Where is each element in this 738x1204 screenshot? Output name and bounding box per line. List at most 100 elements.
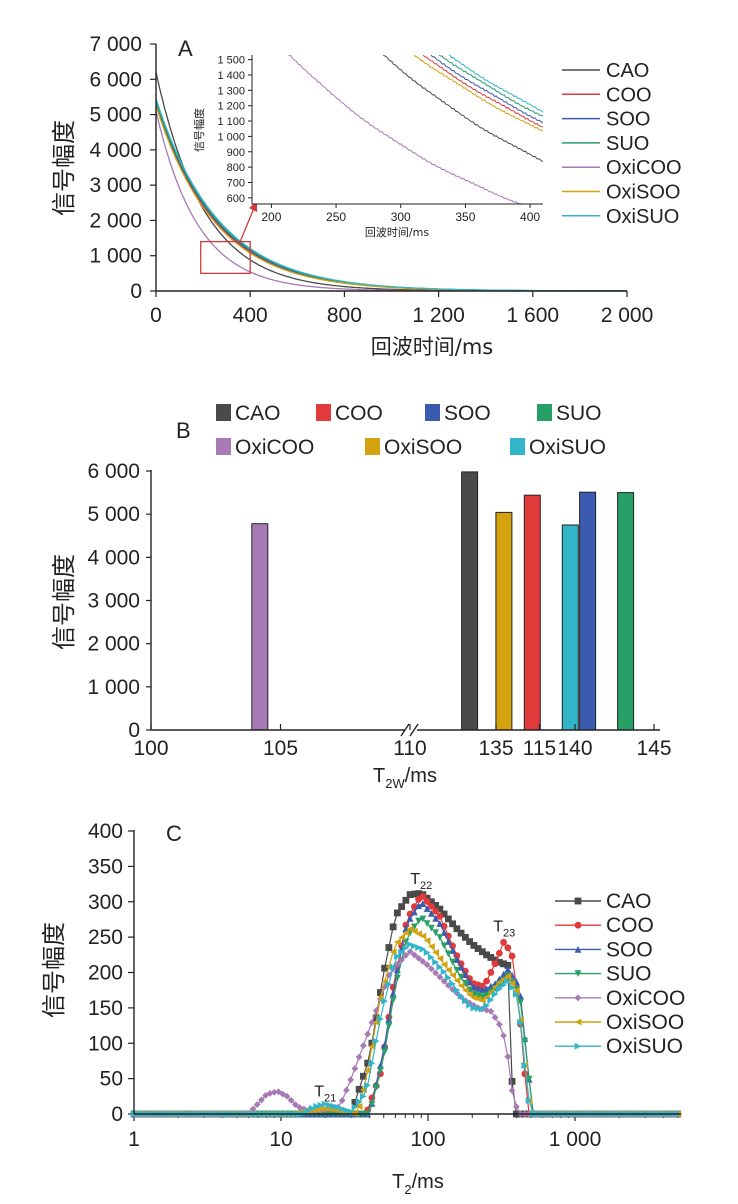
c-marker — [436, 920, 444, 927]
c-marker — [487, 1007, 495, 1015]
b-x-tick-label: 105 — [263, 737, 298, 760]
inset-y-tick-label: 600 — [227, 193, 245, 205]
inset-background — [251, 60, 543, 204]
c-marker — [457, 929, 465, 937]
inset-curve-oxisoo — [413, 55, 543, 132]
c-marker — [427, 910, 435, 917]
inset-curve-soo — [430, 55, 543, 124]
c-marker — [453, 977, 461, 984]
c-marker — [423, 898, 431, 905]
legend-c-label: COO — [606, 914, 654, 937]
c-marker — [385, 1015, 393, 1023]
b-y-tick-label: 4 000 — [87, 546, 140, 569]
c-marker — [508, 1087, 516, 1094]
legend-b-oxisoo: OxiSOO — [365, 436, 462, 459]
legend-a-cao: CAO — [562, 60, 649, 82]
legend-c-oxisuo: OxiSUO — [555, 1035, 683, 1058]
c-marker — [440, 929, 448, 936]
c-marker — [508, 952, 516, 960]
legend-c-label: SOO — [606, 938, 653, 961]
c-series-oxisuo — [130, 940, 682, 1118]
c-marker — [504, 972, 512, 980]
c-marker — [427, 902, 435, 910]
c-marker — [432, 929, 440, 937]
c-marker — [398, 956, 406, 964]
c-marker — [461, 980, 469, 987]
legend-c-label: OxiCOO — [606, 987, 685, 1010]
inset-curve-suo — [438, 55, 543, 117]
c-marker — [478, 948, 486, 956]
c-marker — [359, 1092, 367, 1100]
c-marker — [466, 1001, 473, 1009]
c-marker — [466, 978, 473, 986]
c-marker — [423, 905, 431, 912]
c-marker — [500, 960, 507, 968]
c-marker — [381, 1048, 389, 1056]
c-marker — [491, 956, 499, 964]
b-x-tick-label: 115 — [523, 737, 556, 760]
legend-b-label: COO — [335, 402, 383, 425]
c-marker — [453, 925, 461, 933]
panel-b-bars — [251, 471, 635, 731]
c-marker — [457, 992, 465, 1000]
c-marker — [491, 960, 499, 968]
c-marker — [355, 1098, 363, 1106]
inset-x-tick-label: 200 — [261, 210, 281, 224]
panel-a: A 信号幅度 回波时间/ms 0 1 000 2 000 3 000 4 000 5 00… — [50, 33, 682, 359]
c-marker — [393, 961, 401, 968]
c-marker — [364, 1030, 372, 1038]
c-marker — [432, 914, 440, 922]
a-x-tick-label: 800 — [327, 304, 362, 327]
c-marker — [491, 1014, 499, 1021]
c-marker — [393, 952, 401, 960]
c-marker — [385, 1022, 393, 1030]
c-marker — [449, 920, 457, 928]
c-marker — [292, 1101, 299, 1109]
c-marker — [359, 1042, 367, 1049]
legend-b-swatch — [365, 438, 380, 455]
c-marker — [478, 1005, 486, 1013]
legend-c-label: SUO — [606, 963, 652, 986]
c-marker — [253, 1101, 261, 1108]
legend-b-soo: SOO — [425, 402, 491, 425]
bar-soo — [579, 491, 597, 731]
legend-c-label: CAO — [606, 890, 652, 913]
c-marker — [321, 1100, 329, 1108]
c-marker — [457, 982, 465, 990]
c-y-tick-label: 250 — [88, 926, 123, 949]
c-marker — [415, 890, 423, 897]
b-y-tick-label: 1 000 — [87, 676, 140, 699]
c-marker — [355, 1103, 363, 1110]
c-marker — [423, 920, 431, 928]
c-marker — [287, 1096, 295, 1104]
c-y-tick-label: 200 — [88, 962, 123, 985]
b-x-tick-label: 110 — [393, 737, 426, 760]
c-marker — [419, 958, 427, 965]
c-marker — [574, 1018, 582, 1026]
c-marker — [389, 996, 397, 1004]
legend-b-suo: SUO — [537, 402, 602, 425]
legend-c-oxicoo: OxiCOO — [555, 987, 685, 1010]
c-marker — [355, 1053, 363, 1061]
c-marker — [512, 991, 520, 998]
legend-a-oxicoo: OxiCOO — [562, 157, 682, 179]
c-marker — [398, 903, 406, 911]
legend-b-swatch — [537, 404, 552, 421]
c-y-tick-label: 50 — [100, 1068, 123, 1091]
legend-a-label: SUO — [606, 133, 649, 155]
c-marker — [487, 996, 495, 1004]
panel-c: C 信号幅度 0 50 100 150 200 250 300 350 400 1 10 100 1 … — [40, 820, 685, 1197]
c-x-tick-label: 1 — [128, 1128, 140, 1151]
c-y-tick-label: 300 — [88, 891, 123, 914]
inset-ylabel: 信号幅度 — [192, 108, 206, 152]
legend-b-label: OxiSOO — [384, 436, 462, 459]
a-x-tick-label: 1 200 — [412, 304, 465, 327]
c-marker — [525, 1075, 533, 1083]
c-marker — [483, 1002, 490, 1010]
c-marker — [432, 907, 440, 915]
c-marker — [436, 934, 444, 941]
annotation-t22: T22 — [410, 871, 432, 892]
c-marker — [517, 999, 524, 1006]
c-marker — [487, 969, 495, 976]
